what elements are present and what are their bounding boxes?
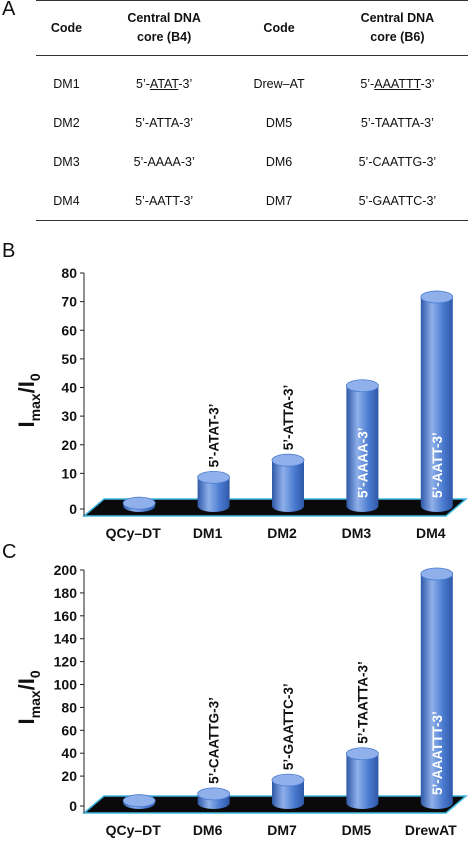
table-row: DM4 5’-AATT-3’ DM7 5’-GAATTC-3’	[36, 181, 468, 221]
bar-cap	[122, 794, 156, 808]
bar-cap	[122, 496, 156, 510]
y-tick-label: 30	[61, 408, 77, 424]
y-tick-label: 120	[54, 654, 78, 670]
bar-cap	[271, 773, 305, 787]
bar	[197, 470, 231, 512]
bar	[122, 496, 156, 512]
category-label: DM2	[267, 525, 297, 541]
category-label: DM1	[193, 525, 223, 541]
y-tick-label: 80	[61, 699, 77, 715]
y-tick-label: 140	[54, 631, 78, 647]
category-label: DM5	[342, 822, 372, 838]
y-tick-label: 20	[61, 768, 77, 784]
panel-letter-a: A	[2, 0, 16, 20]
y-tick-label: 0	[69, 501, 77, 517]
y-axis-label: Imax/I0	[14, 373, 43, 427]
y-tick-label: 50	[61, 351, 77, 367]
y-tick-label: 80	[61, 265, 77, 281]
bar-cap	[271, 453, 305, 467]
category-label: DM7	[267, 822, 297, 838]
sequence-cell: 5’-ATTA-3’	[135, 115, 194, 130]
y-tick-label: 40	[61, 745, 77, 761]
code-cell: DM6	[265, 154, 293, 169]
y-tick-label: 180	[54, 585, 78, 601]
bar-cap	[345, 747, 379, 761]
category-label: DM6	[193, 822, 223, 838]
bar-data-label: 5’-CAATTG-3’	[207, 697, 222, 784]
sequence-cell: 5’-CAATTG-3’	[358, 154, 437, 169]
panel-letter-b: B	[2, 240, 16, 262]
category-label: DM4	[416, 525, 446, 541]
y-tick-label: 60	[61, 322, 77, 338]
y-tick-label: 60	[61, 722, 77, 738]
bar-data-label: 5’-GAATTC-3’	[281, 683, 296, 770]
bar	[345, 747, 379, 809]
bar-chart-c: 0 20 40 60 80 100 120 140 160 180 200 Imax/I0 QCy–DT…	[14, 562, 469, 838]
bar-chart-b: 0 10 20 30 40 50 60 70 80 Imax/I0 QCy–DT DM1 5’-ATAT…	[14, 265, 469, 541]
sequence-cell: 5’-AAAA-3’	[133, 154, 195, 169]
bar	[197, 787, 231, 809]
bar	[271, 773, 305, 809]
bar-body	[272, 460, 304, 512]
bar	[345, 379, 379, 512]
sequence-cell: 5’-TAATTA-3’	[360, 115, 434, 130]
code-cell: Drew–AT	[253, 76, 305, 91]
code-cell: DM1	[53, 76, 80, 91]
bar-cap	[197, 470, 231, 484]
bar	[271, 453, 305, 512]
table-row: DM1 5’-ATAT-3’ Drew–AT 5’-AAATTT-3’	[36, 56, 468, 104]
bar-data-label: 5’-AAAA-3’	[355, 427, 370, 498]
category-label: QCy–DT	[106, 525, 162, 541]
bar	[122, 794, 156, 809]
category-label: DM3	[342, 525, 372, 541]
y-tick-label: 100	[54, 677, 78, 693]
bar-data-label: 5’-ATTA-3’	[281, 385, 296, 451]
code-cell: DM4	[36, 181, 97, 221]
bar-data-label: 5’-AAATTT-3’	[430, 711, 445, 795]
bar-cap	[420, 290, 454, 304]
header-code-b4: Code	[36, 0, 97, 56]
bar-body	[346, 385, 379, 512]
bar-body	[420, 574, 453, 809]
panel-letter-c: C	[2, 541, 17, 563]
sequence-cell: 5’-AAATTT-3’	[360, 76, 435, 91]
code-cell: DM5	[265, 115, 293, 130]
sequence-cell: 5’-AATT-3’	[96, 181, 232, 221]
dna-sequence-table: Code Central DNA core (B4) Code Central D…	[36, 0, 468, 221]
bar-body	[272, 780, 304, 809]
y-tick-label: 70	[61, 294, 77, 310]
bar	[420, 567, 454, 809]
y-tick-label: 40	[61, 380, 77, 396]
sequence-cell: 5’-GAATTC-3’	[326, 181, 468, 221]
table-row: DM2 5’-ATTA-3’ DM5 5’-TAATTA-3’	[36, 103, 468, 142]
y-tick-label: 20	[61, 437, 77, 453]
bar-data-label: 5’-ATAT-3’	[207, 404, 222, 468]
code-cell: DM7	[231, 181, 327, 221]
table-row: DM3 5’-AAAA-3’ DM6 5’-CAATTG-3’	[36, 142, 468, 181]
bar-data-label: 5’-AATT-3’	[430, 432, 445, 498]
bar-data-label: 5’-TAATTA-3’	[355, 661, 370, 744]
header-code-b6: Code	[231, 0, 327, 56]
code-cell: DM2	[53, 115, 80, 130]
table-header-row: Code Central DNA core (B4) Code Central D…	[36, 0, 468, 56]
y-tick-label: 160	[54, 608, 78, 624]
bar-body	[346, 753, 379, 809]
bar-body	[420, 297, 453, 512]
code-cell: DM3	[53, 154, 80, 169]
bar-cap	[197, 787, 231, 801]
category-label: DrewAT	[405, 822, 457, 838]
bar-body	[197, 477, 230, 512]
y-tick-label: 200	[54, 562, 78, 578]
header-central-core-b4: Central DNA core (B4)	[96, 0, 232, 56]
y-tick-label: 10	[61, 465, 77, 481]
bar-cap	[420, 567, 454, 581]
y-axis-label: Imax/I0	[14, 670, 43, 724]
sequence-cell: 5’-ATAT-3’	[136, 76, 193, 91]
bar-cap	[345, 379, 379, 393]
bar	[420, 290, 454, 512]
category-label: QCy–DT	[106, 822, 162, 838]
header-central-core-b6: Central DNA core (B6)	[326, 0, 468, 56]
y-tick-label: 0	[69, 798, 77, 814]
